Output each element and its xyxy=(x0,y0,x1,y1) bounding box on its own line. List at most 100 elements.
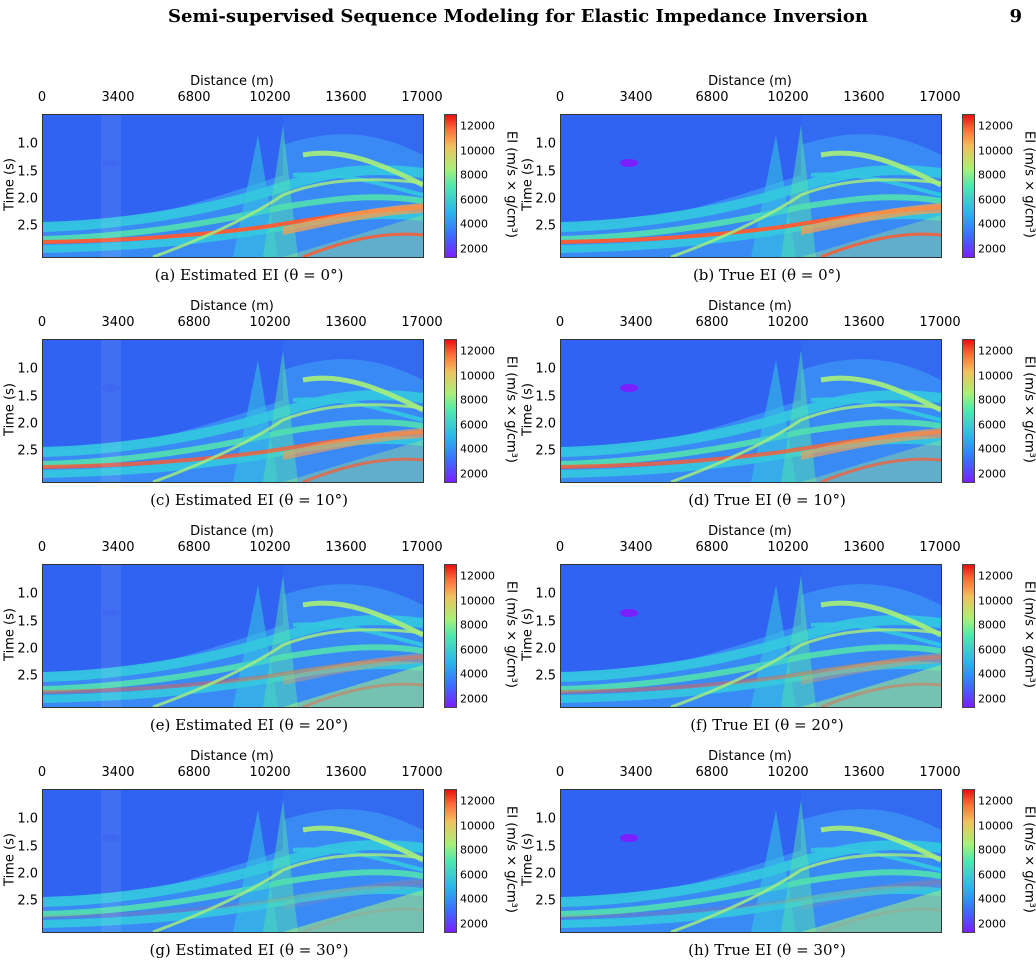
colorbar xyxy=(962,339,975,483)
colorbar-tick-label: 12000 xyxy=(460,795,495,808)
colorbar-tick-label: 2000 xyxy=(978,692,1006,705)
colorbar-tick-label: 12000 xyxy=(978,795,1013,808)
ei-heatmap xyxy=(560,339,942,483)
x-tick-label: 6800 xyxy=(695,315,728,330)
colorbar-tick-label: 6000 xyxy=(978,643,1006,656)
x-tick-label: 3400 xyxy=(101,540,134,555)
colorbar-label: EI (m/s × g/cm³) xyxy=(1022,570,1036,700)
x-tick-label: 3400 xyxy=(101,90,134,105)
colorbar-tick-label: 4000 xyxy=(978,218,1006,231)
seismic-section xyxy=(561,115,941,257)
x-tick-label: 17000 xyxy=(919,540,960,555)
colorbar-tick-label: 2000 xyxy=(978,467,1006,480)
x-tick-label: 13600 xyxy=(843,90,884,105)
x-tick-label: 10200 xyxy=(249,90,290,105)
y-axis-label: Time (s) xyxy=(3,605,18,665)
y-tick-label: 2.5 xyxy=(12,669,38,684)
panel-caption: (b) True EI (θ = 0°) xyxy=(508,266,1026,284)
x-tick-label: 17000 xyxy=(401,315,442,330)
colorbar-tick-label: 4000 xyxy=(978,443,1006,456)
colorbar xyxy=(444,114,457,258)
x-axis-label: Distance (m) xyxy=(42,74,422,89)
panel-caption: (g) Estimated EI (θ = 30°) xyxy=(0,941,508,959)
seismic-section xyxy=(43,565,423,707)
y-tick-label: 2.5 xyxy=(530,219,556,234)
x-tick-label: 13600 xyxy=(843,765,884,780)
colorbar-tick-label: 10000 xyxy=(460,819,495,832)
x-tick-label: 17000 xyxy=(919,765,960,780)
panel-caption: (f) True EI (θ = 20°) xyxy=(508,716,1026,734)
colorbar-tick-label: 2000 xyxy=(978,242,1006,255)
colorbar-tick-label: 6000 xyxy=(978,868,1006,881)
colorbar-tick-label: 6000 xyxy=(460,418,488,431)
y-tick-label: 1.0 xyxy=(530,811,556,826)
y-tick-label: 1.0 xyxy=(12,136,38,151)
seismic-section xyxy=(43,340,423,482)
x-axis-label: Distance (m) xyxy=(42,749,422,764)
y-tick-label: 2.5 xyxy=(530,669,556,684)
x-tick-label: 13600 xyxy=(325,765,366,780)
x-tick-label: 13600 xyxy=(843,540,884,555)
ei-heatmap xyxy=(42,339,424,483)
colorbar-tick-label: 10000 xyxy=(978,369,1013,382)
x-tick-label: 3400 xyxy=(619,765,652,780)
colorbar-tick-label: 2000 xyxy=(978,917,1006,930)
colorbar-tick-label: 4000 xyxy=(978,668,1006,681)
colorbar-tick-label: 8000 xyxy=(978,844,1006,857)
x-tick-label: 6800 xyxy=(695,90,728,105)
colorbar-tick-label: 10000 xyxy=(460,369,495,382)
x-tick-label: 0 xyxy=(38,540,46,555)
colorbar-tick-label: 12000 xyxy=(460,345,495,358)
x-tick-label: 0 xyxy=(556,765,564,780)
colorbar-tick-label: 2000 xyxy=(460,242,488,255)
seismic-section xyxy=(43,790,423,932)
colorbar-tick-label: 6000 xyxy=(460,868,488,881)
colorbar-tick-label: 12000 xyxy=(978,345,1013,358)
x-tick-label: 6800 xyxy=(177,315,210,330)
colorbar-tick-label: 4000 xyxy=(978,893,1006,906)
x-tick-label: 10200 xyxy=(767,540,808,555)
x-tick-label: 3400 xyxy=(101,315,134,330)
colorbar-tick-label: 4000 xyxy=(460,443,488,456)
colorbar-tick-label: 10000 xyxy=(978,594,1013,607)
x-tick-label: 10200 xyxy=(767,315,808,330)
colorbar-tick-label: 10000 xyxy=(460,594,495,607)
x-tick-label: 17000 xyxy=(401,765,442,780)
panel-caption: (a) Estimated EI (θ = 0°) xyxy=(0,266,508,284)
colorbar-tick-label: 6000 xyxy=(460,193,488,206)
y-tick-label: 2.5 xyxy=(530,444,556,459)
colorbar xyxy=(444,564,457,708)
colorbar-tick-label: 12000 xyxy=(460,570,495,583)
colorbar-tick-label: 4000 xyxy=(460,668,488,681)
seismic-section xyxy=(561,340,941,482)
x-tick-label: 17000 xyxy=(401,540,442,555)
colorbar-tick-label: 10000 xyxy=(978,819,1013,832)
seismic-section xyxy=(43,115,423,257)
colorbar-tick-label: 6000 xyxy=(978,193,1006,206)
y-tick-label: 1.0 xyxy=(12,586,38,601)
colorbar xyxy=(444,339,457,483)
colorbar xyxy=(962,789,975,933)
colorbar-tick-label: 6000 xyxy=(460,643,488,656)
colorbar-tick-label: 12000 xyxy=(978,570,1013,583)
colorbar-tick-label: 2000 xyxy=(460,917,488,930)
x-axis-label: Distance (m) xyxy=(560,524,940,539)
colorbar-tick-label: 12000 xyxy=(460,120,495,133)
y-axis-label: Time (s) xyxy=(521,605,536,665)
x-tick-label: 10200 xyxy=(249,540,290,555)
x-tick-label: 0 xyxy=(38,90,46,105)
colorbar-tick-label: 12000 xyxy=(978,120,1013,133)
x-tick-label: 6800 xyxy=(177,765,210,780)
y-tick-label: 2.5 xyxy=(12,444,38,459)
ei-heatmap xyxy=(42,789,424,933)
x-axis-label: Distance (m) xyxy=(560,74,940,89)
page-header: Semi-supervised Sequence Modeling for El… xyxy=(0,4,1036,30)
colorbar-label: EI (m/s × g/cm³) xyxy=(1022,120,1036,250)
y-axis-label: Time (s) xyxy=(3,380,18,440)
x-axis-label: Distance (m) xyxy=(560,749,940,764)
x-tick-label: 0 xyxy=(556,540,564,555)
